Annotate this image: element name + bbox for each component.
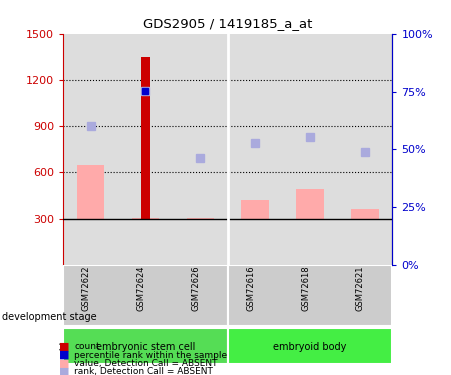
Bar — [63, 34, 228, 265]
Text: count: count — [74, 342, 100, 351]
Text: ■: ■ — [59, 342, 69, 352]
Text: embryonic stem cell: embryonic stem cell — [96, 342, 195, 352]
Bar — [241, 200, 269, 219]
Text: GSM72622: GSM72622 — [82, 266, 91, 311]
Text: GSM72616: GSM72616 — [246, 266, 255, 311]
Text: ■: ■ — [59, 358, 69, 368]
Text: development stage: development stage — [2, 312, 97, 322]
Text: embryoid body: embryoid body — [273, 342, 347, 352]
Bar — [63, 265, 228, 326]
Bar — [228, 328, 392, 364]
Text: value, Detection Call = ABSENT: value, Detection Call = ABSENT — [74, 359, 218, 368]
Text: GSM72621: GSM72621 — [356, 266, 365, 311]
Bar — [187, 218, 214, 219]
Text: percentile rank within the sample: percentile rank within the sample — [74, 351, 228, 360]
Text: GSM72626: GSM72626 — [191, 266, 200, 311]
Bar — [351, 209, 379, 219]
Bar — [141, 57, 150, 219]
Bar — [228, 265, 392, 326]
Bar — [63, 328, 228, 364]
Bar — [132, 218, 159, 219]
Text: GSM72618: GSM72618 — [301, 266, 310, 311]
Title: GDS2905 / 1419185_a_at: GDS2905 / 1419185_a_at — [143, 17, 313, 30]
Text: GSM72624: GSM72624 — [137, 266, 146, 311]
Bar — [296, 189, 324, 219]
Bar — [77, 165, 104, 219]
Text: rank, Detection Call = ABSENT: rank, Detection Call = ABSENT — [74, 367, 213, 375]
Text: ■: ■ — [59, 367, 69, 375]
Bar — [228, 34, 392, 265]
Text: ■: ■ — [59, 350, 69, 360]
